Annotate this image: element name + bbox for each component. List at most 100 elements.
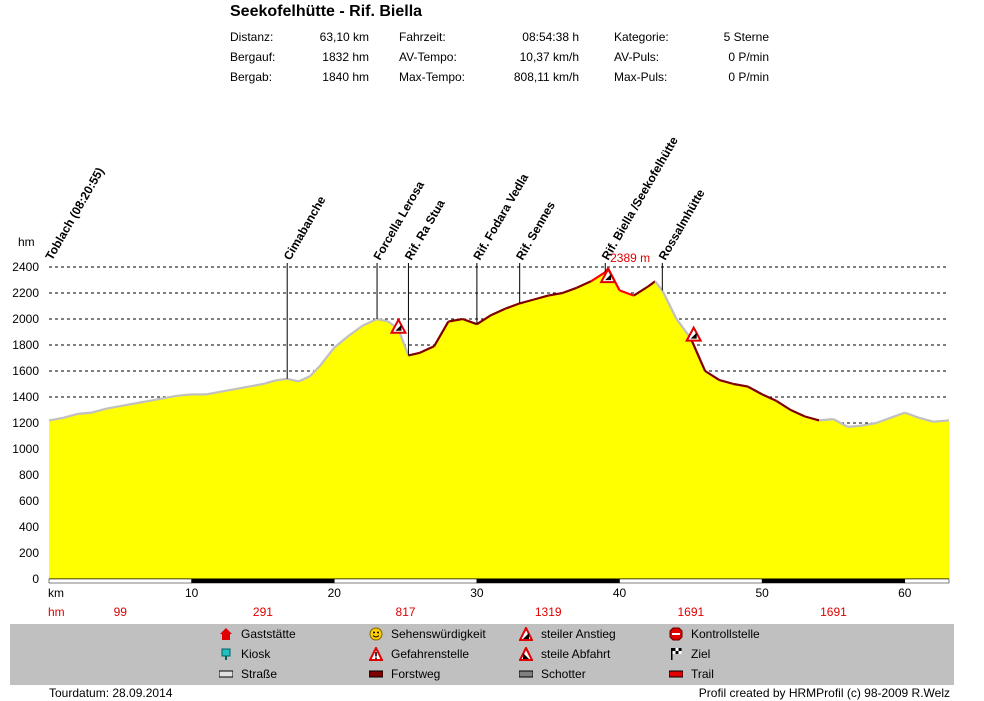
profile-segment (77, 411, 92, 415)
legend-item-gefahrenstelle: Gefahrenstelle (368, 645, 470, 661)
y-tick-label: 200 (19, 546, 39, 560)
legend-item-sehenswuerdigkeit: Sehenswürdigkeit (369, 627, 486, 641)
profile-segment (476, 314, 492, 326)
legend-item-schotter: Schotter (518, 667, 586, 681)
x-tick-label: 50 (755, 586, 769, 600)
legend-label: Kontrollstelle (691, 627, 760, 641)
profile-segment (576, 280, 592, 289)
schotter-swatch (518, 667, 534, 681)
legend-label: Gefahrenstelle (391, 647, 470, 661)
y-tick-label: 2400 (12, 260, 39, 274)
hazard-icon (685, 325, 703, 342)
x-tick-label: 20 (328, 586, 342, 600)
legend-item-forstweg: Forstweg (368, 667, 441, 681)
legend-item-kiosk: Kiosk (219, 647, 270, 661)
climb-value: 291 (253, 605, 273, 619)
legend-label: steiler Anstieg (541, 627, 616, 641)
profile-segment (790, 408, 806, 418)
y-tick-label: 800 (19, 468, 39, 482)
x-tick-label: 60 (898, 586, 912, 600)
profile-segment (91, 407, 107, 414)
stat-label-descent: Bergab: (230, 70, 273, 84)
profile-segment (134, 399, 150, 405)
profile-segment (847, 424, 863, 428)
max-altitude-label: 2389 m (610, 251, 650, 265)
profile-segment (733, 382, 749, 388)
legend-label: Ziel (691, 647, 711, 661)
profile-segment (448, 317, 463, 323)
profile-segment (219, 388, 235, 393)
stat-label-avg-speed: AV-Tempo: (399, 50, 457, 64)
profile-segment (548, 291, 563, 297)
profile-segment (904, 411, 920, 419)
y-tick-label: 0 (32, 572, 39, 586)
legend-label: Schotter (541, 667, 586, 681)
profile-segment (177, 393, 192, 397)
profile-segment (298, 375, 311, 383)
elevation-profile-chart: Toblach (08:20:55) Cimabanche Forcella Ler… (12, 134, 950, 619)
profile-segment (661, 289, 678, 320)
y-tick-label: 600 (19, 494, 39, 508)
profile-segment (619, 289, 635, 297)
kiosk-icon (219, 647, 233, 661)
profile-segment (633, 285, 649, 297)
smiley-icon (369, 627, 383, 641)
stat-value-max-speed: 808,11 km/h (513, 70, 579, 84)
y-tick-label: 1800 (12, 338, 39, 352)
climb-row-label: hm (48, 605, 65, 619)
x-tick-label: 40 (613, 586, 627, 600)
strasse-swatch (218, 667, 234, 681)
x-axis-label: km (48, 586, 64, 600)
profile-segment (277, 377, 288, 382)
profile-segment (918, 416, 934, 423)
km-bar-segment (904, 578, 950, 584)
waypoint-label: Cimabanche (281, 193, 329, 262)
stat-value-max-pulse: 0 P/min (728, 70, 769, 84)
profile-segment (654, 280, 664, 292)
profile-area (48, 267, 950, 579)
profile-segment (376, 317, 389, 323)
legend-label: Forstweg (391, 667, 441, 681)
legend-label: steile Abfahrt (541, 647, 611, 661)
y-axis-label: hm (18, 235, 35, 249)
profile-segment (875, 416, 891, 425)
stat-value-ascent: 1832 hm (322, 50, 369, 64)
profile-segment (861, 421, 877, 427)
profile-segment (462, 317, 478, 326)
y-tick-label: 1600 (12, 364, 39, 378)
legend-item-trail: Trail (668, 667, 714, 681)
profile-segment (62, 412, 78, 419)
profile-segment (408, 351, 421, 357)
legend-label: Straße (241, 667, 278, 681)
copyright-note: Profil created by HRMProfil (c) 98-2009 … (698, 686, 950, 700)
profile-segment (362, 317, 378, 327)
hazard-icon-inner (395, 324, 402, 331)
profile-segment (309, 365, 321, 377)
stat-label-max-pulse: Max-Puls: (614, 70, 668, 84)
profile-fill (49, 268, 949, 579)
profile-segment (248, 382, 264, 388)
climb-value: 1691 (820, 605, 847, 619)
profile-segment (105, 405, 121, 410)
waypoint-label: Rossalmhütte (656, 187, 708, 263)
profile-segment (933, 419, 950, 423)
axes: 0 200 400 600 800 1000 1200 1400 1600 1800 2000 220… (12, 260, 950, 619)
profile-segment (689, 338, 707, 372)
profile-segment (719, 379, 734, 386)
stat-label-avg-pulse: AV-Puls: (614, 50, 660, 64)
tour-date: Tourdatum: 28.09.2014 (49, 686, 173, 700)
hazard-icon (389, 317, 408, 334)
stat-value-descent: 1840 hm (322, 70, 369, 84)
legend-item-steile-abfahrt: steile Abfahrt (518, 645, 611, 661)
hazard-icon-inner (690, 332, 697, 339)
legend-item-strasse: Straße (218, 667, 278, 681)
profile-segment (319, 346, 336, 367)
profile-segment (347, 324, 364, 337)
y-tick-label: 1400 (12, 390, 39, 404)
legend (10, 624, 954, 685)
legend-item-kontrollstelle: Kontrollstelle (669, 627, 760, 641)
legend-item-ziel: Ziel (669, 647, 710, 661)
finish-flag-icon (669, 647, 683, 661)
legend-label: Gaststätte (241, 627, 296, 641)
km-bar-segment (761, 578, 906, 584)
